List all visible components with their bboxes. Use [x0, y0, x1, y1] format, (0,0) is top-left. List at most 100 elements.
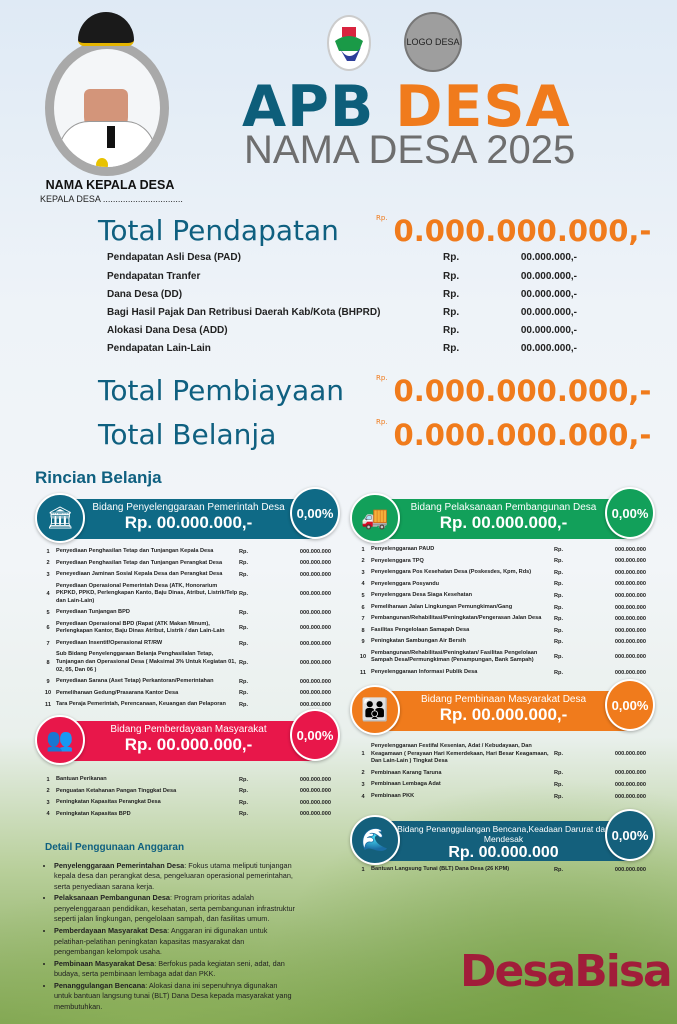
item-number: 1: [46, 776, 50, 783]
item-label: Peningkatan Kapasitas BPD: [56, 810, 131, 817]
section-banner: Bidang Penyelenggaraan Pemerintah Desa Rp…: [63, 499, 314, 539]
head-role: KEPALA DESA ............................…: [40, 194, 183, 204]
list-item: 9 Peningkatan Sambungan Air Bersih Rp. 000.…: [358, 638, 646, 646]
item-label: Penyediaan Penghasilan Tetap dan Tunjang…: [56, 548, 214, 554]
item-number: 6: [361, 604, 365, 611]
section-card: Bidang Pemberdayaan Masyarakat Rp. 00.000…: [35, 709, 340, 765]
item-rp: Rp.: [554, 581, 564, 588]
list-item: 4 Pembinaan PKK Rp. 000.000.000: [358, 793, 646, 801]
detail-title: Detail Penggunaan Anggaran: [45, 842, 185, 853]
item-number: 1: [361, 866, 365, 873]
item-value: 000.000.000: [614, 569, 646, 576]
item-number: 4: [361, 793, 365, 800]
item-value: 000.000.000: [614, 654, 646, 661]
item-rp: Rp.: [239, 690, 249, 697]
item-value: 000.000.000: [299, 640, 331, 647]
item-rp: Rp.: [554, 546, 564, 553]
item-label: Penyelenggara TPQ: [371, 557, 424, 564]
item-number: 7: [361, 616, 365, 623]
bank-icon: 🏛: [35, 493, 85, 543]
amount: 0.000.000.000,-: [393, 374, 652, 408]
section-amount: Rp. 00.000.000,-: [439, 705, 568, 724]
list-item: 7 Pembangunan/Rehabilitasi/Peningkatan/Pe…: [358, 615, 646, 623]
item-value: 000.000.000: [299, 799, 331, 806]
detail-list: Penyelenggaraan Pemerintahan Desa: Fokus…: [45, 861, 295, 1013]
income-rp: Rp.: [443, 271, 460, 282]
item-value: 000.000.000: [614, 616, 646, 623]
item-label: Bantuan Perikanan: [56, 776, 107, 782]
item-label: Penyelenggara Posyandu: [371, 580, 440, 587]
detail-item: Pemberdayaan Masyarakat Desa: Anggaran i…: [54, 926, 295, 958]
item-label: Penyediaan Penghasilan Tetap dan Tunjang…: [56, 559, 223, 566]
list-item: 2 Penyediaan Penghasilan Tetap dan Tunjan…: [43, 560, 331, 568]
income-label: Pendapatan Lain-Lain: [107, 343, 211, 354]
amount: 0.000.000.000,-: [393, 214, 652, 248]
item-number: 3: [361, 569, 365, 576]
income-value: 00.000.000,-: [520, 307, 577, 318]
amount: 0.000.000.000,-: [393, 418, 652, 452]
item-number: 4: [46, 811, 50, 818]
item-rp: Rp.: [239, 640, 249, 647]
item-label: Penyediaan Insentif/Operasional RT/RW: [56, 639, 163, 646]
item-number: 4: [361, 581, 365, 588]
item-number: 7: [46, 640, 50, 647]
income-row: Dana Desa (DD) Rp. 00.000.000,-: [107, 289, 577, 300]
item-label: Penyelenggaraan Informasi Publik Desa: [371, 669, 478, 676]
item-rp: Rp.: [554, 866, 564, 873]
total-pembiayaan-label: Total Pembiayaan: [98, 374, 345, 407]
item-number: 2: [361, 770, 365, 777]
section-items: 1 Penyelenggaraan Festifal Kesenian, Adat…: [358, 743, 646, 804]
income-label: Dana Desa (DD): [107, 289, 183, 300]
portrait-avatar: [45, 40, 169, 176]
item-label: Sub Bidang Penyelenggaraan Belanja Pengh…: [56, 651, 236, 673]
item-number: 9: [361, 639, 365, 646]
uniform: [59, 121, 155, 167]
item-rp: Rp.: [239, 610, 249, 617]
income-rp: Rp.: [443, 325, 460, 336]
subtitle: NAMA DESA 2025: [244, 128, 576, 172]
detail-item-title: Pemberdayaan Masyarakat Desa: [54, 925, 168, 935]
income-value: 00.000.000,-: [520, 271, 577, 282]
item-label: Penyediaan Operasional BPD (Rapat (ATK M…: [56, 620, 225, 635]
item-rp: Rp.: [239, 659, 249, 666]
item-label: Penguatan Ketahanan Pangan Tinggkat Desa: [56, 787, 177, 794]
item-rp: Rp.: [239, 701, 249, 708]
income-label: Alokasi Dana Desa (ADD): [107, 325, 228, 336]
item-number: 2: [46, 560, 50, 567]
item-value: 000.000.000: [299, 811, 331, 818]
income-row: Pendapatan Asli Desa (PAD) Rp. 00.000.000,…: [107, 252, 577, 263]
detail-item-title: Pembinaan Masyarakat Desa: [54, 958, 155, 968]
item-rp: Rp.: [239, 625, 249, 632]
section-title: Bidang Pelaksanaan Pembangunan Desa: [410, 502, 597, 513]
item-label: Pemeliharaan Gedung/Prasarana Kantor Des…: [56, 689, 179, 696]
income-rp: Rp.: [443, 307, 460, 318]
item-rp: Rp.: [554, 616, 564, 623]
list-item: 3 Peneyediaan Jaminan Sosial Kepala Desa …: [43, 571, 331, 579]
section-banner: Bidang Pembinaan Masyarakat Desa Rp. 00.0…: [378, 691, 629, 731]
item-value: 000.000.000: [299, 548, 331, 555]
income-rp: Rp.: [443, 289, 460, 300]
item-value: 000.000.000: [614, 866, 646, 873]
item-number: 5: [46, 610, 50, 617]
item-value: 000.000.000: [299, 788, 331, 795]
item-number: 6: [46, 625, 50, 632]
item-rp: Rp.: [554, 569, 564, 576]
income-row: Pendapatan Lain-Lain Rp. 00.000.000,-: [107, 343, 577, 354]
item-number: 2: [46, 788, 50, 795]
item-value: 000.000.000: [299, 560, 331, 567]
item-rp: Rp.: [554, 592, 564, 599]
income-row: Bagi Hasil Pajak Dan Retribusi Daerah Ka…: [107, 307, 577, 318]
section-items: 1 Bantuan Langsung Tunai (BLT) Dana Desa …: [358, 866, 646, 878]
list-item: 6 Penyediaan Operasional BPD (Rapat (ATK …: [43, 621, 331, 636]
item-number: 3: [361, 781, 365, 788]
item-value: 000.000.000: [299, 701, 331, 708]
total-belanja-value: Rp. 0.000.000.000,-: [376, 418, 651, 452]
item-number: 8: [46, 659, 50, 666]
total-pendapatan-value: Rp. 0.000.000.000,-: [376, 214, 651, 248]
item-value: 000.000.000: [299, 610, 331, 617]
section-items: 1 Penyediaan Penghasilan Tetap dan Tunjan…: [43, 548, 331, 713]
item-label: Penyelenggara Pos Kesehatan Desa (Poskes…: [371, 569, 532, 576]
item-rp: Rp.: [239, 788, 249, 795]
income-label: Pendapatan Asli Desa (PAD): [107, 252, 241, 263]
currency-label: Rp.: [376, 214, 388, 222]
